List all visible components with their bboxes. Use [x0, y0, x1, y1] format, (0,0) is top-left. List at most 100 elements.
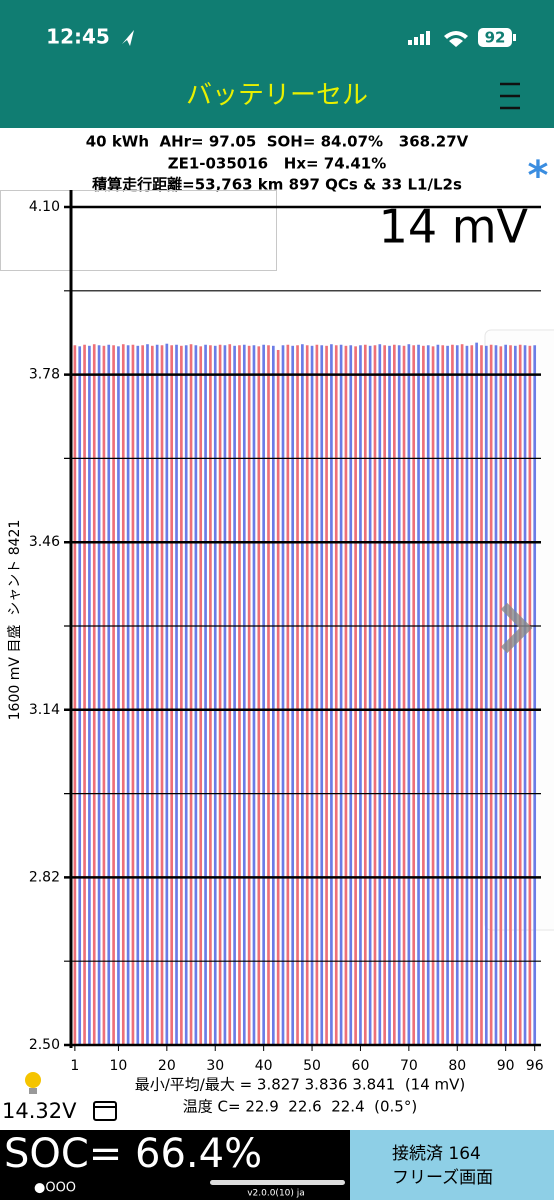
menu-button[interactable]: [500, 82, 520, 110]
battery-tip: [513, 34, 516, 41]
next-chevron[interactable]: [500, 602, 533, 654]
bar: [426, 345, 430, 1045]
x-tick-label: 70: [400, 1058, 418, 1074]
bar: [233, 345, 236, 1045]
bar: [484, 345, 488, 1045]
x-tick-label: 80: [448, 1058, 466, 1074]
bar: [301, 344, 304, 1045]
freeze-button[interactable]: フリーズ画面: [392, 1168, 493, 1188]
bar: [165, 343, 169, 1046]
bar: [320, 345, 324, 1045]
bar: [509, 345, 512, 1045]
overlay-box: [0, 190, 277, 271]
bar: [184, 345, 188, 1045]
connection-status: 接続済 164: [392, 1144, 481, 1164]
x-tick-label: 96: [526, 1058, 544, 1074]
bar: [431, 346, 435, 1045]
connection-panel[interactable]: [350, 1130, 554, 1200]
bar: [465, 345, 469, 1045]
page-dots: ●OOO: [34, 1181, 76, 1196]
bar: [242, 344, 246, 1046]
soc: SOC= 66.4%: [4, 1131, 262, 1177]
x-tick-label: 90: [497, 1058, 515, 1074]
x-tick-label: 10: [110, 1058, 128, 1074]
bar: [402, 345, 406, 1045]
bar: [204, 344, 207, 1046]
bar: [460, 344, 464, 1045]
bar: [92, 344, 96, 1045]
bar: [349, 345, 353, 1045]
bar: [310, 345, 314, 1045]
battery-icon: [478, 28, 512, 47]
bar: [73, 345, 77, 1045]
bulb-icon[interactable]: [25, 1072, 41, 1088]
bar: [189, 344, 193, 1045]
bar: [334, 345, 338, 1045]
bar: [499, 346, 503, 1045]
x-tick-label: 50: [303, 1058, 321, 1074]
bar: [78, 346, 82, 1045]
bar: [271, 345, 275, 1045]
bar: [407, 344, 411, 1045]
bar: [238, 345, 241, 1045]
bar: [344, 345, 348, 1045]
battery-level: 92: [485, 29, 506, 47]
bar: [257, 346, 261, 1045]
x-tick-label: 40: [255, 1058, 273, 1074]
home-indicator: [210, 1180, 345, 1185]
bar: [441, 345, 445, 1045]
calendar-icon[interactable]: [93, 1101, 117, 1121]
bar: [373, 345, 377, 1045]
y-tick-label: 2.82: [29, 869, 60, 885]
cell-stats: 最小/平均/最大 = 3.827 3.836 3.841 (14 mV): [135, 1076, 466, 1094]
version: v2.0.0(10) ja: [247, 1189, 305, 1199]
bar: [393, 344, 396, 1046]
bar: [228, 344, 232, 1045]
bar: [412, 345, 416, 1045]
bar: [141, 345, 144, 1045]
bar: [107, 344, 111, 1046]
bar: [131, 344, 135, 1046]
bar: [126, 345, 130, 1045]
bar: [514, 345, 517, 1045]
bar: [475, 342, 478, 1045]
bar: [378, 344, 382, 1045]
chart-title: 14 mV: [379, 200, 529, 254]
y-axis-label: 1600 mV 目盛 シャント 8421: [7, 520, 23, 721]
signal-icon: [408, 31, 430, 45]
location-icon: [122, 30, 134, 46]
bar: [339, 344, 343, 1046]
wifi-icon: [444, 31, 468, 47]
bar: [218, 344, 222, 1046]
bar: [470, 345, 474, 1045]
bar: [146, 344, 149, 1045]
temperature: 温度 C= 22.9 22.6 22.4 (0.5°): [183, 1098, 417, 1116]
bar: [209, 345, 212, 1045]
header-bg: [0, 0, 554, 128]
bar: [150, 345, 154, 1045]
info-line: 40 kWh AHr= 97.05 SOH= 84.07% 368.27V: [86, 133, 469, 151]
info-line: 積算走行距離=53,763 km 897 QCs & 33 L1/L2s: [91, 176, 462, 194]
bar: [504, 344, 507, 1046]
star-button[interactable]: *: [528, 153, 549, 199]
bar: [252, 345, 256, 1045]
bar: [354, 346, 357, 1045]
bar: [330, 344, 333, 1045]
bar: [213, 345, 217, 1045]
x-tick-label: 30: [206, 1058, 224, 1074]
bar: [325, 345, 328, 1045]
info-line: ZE1-035016 Hx= 74.41%: [168, 155, 387, 173]
screen-title: バッテリーセル: [186, 81, 368, 111]
bar: [296, 345, 299, 1045]
x-tick-label: 60: [352, 1058, 370, 1074]
bar: [160, 345, 164, 1045]
bar: [383, 345, 386, 1045]
y-tick-label: 3.78: [29, 367, 60, 383]
bar: [170, 345, 174, 1045]
bar: [112, 345, 115, 1045]
bar: [267, 345, 270, 1045]
bar: [489, 344, 493, 1046]
bar: [533, 345, 537, 1045]
